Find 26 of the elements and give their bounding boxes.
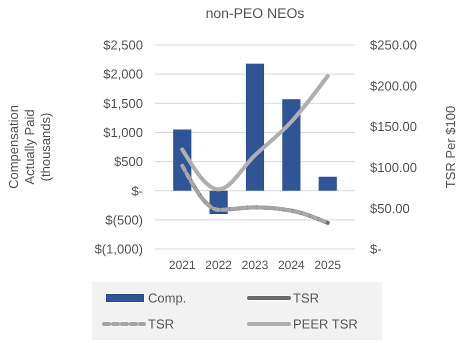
y-tick-label: $500 [114,154,143,170]
y2-axis-title: TSR Per $100 [443,106,458,188]
y2-tick-label: $- [370,242,382,257]
legend-label: TSR [293,290,319,306]
y2-tick-label: $200.00 [370,78,417,94]
legend-label: Comp. [148,290,186,306]
y2-tick-label: $50.00 [370,200,410,216]
legend-label: PEER TSR [293,316,358,332]
chart-title: non-PEO NEOs [206,5,304,21]
y-tick-label: $(500) [105,212,143,228]
y2-tick-label: $250.00 [370,38,417,53]
x-tick-label: 2022 [205,258,232,272]
x-tick-label: 2023 [242,258,269,272]
x-tick-label: 2025 [314,258,342,272]
y-tick-label: $(1,000) [94,242,143,257]
y-tick-label: $- [131,183,143,198]
x-tick-label: 2024 [278,258,306,272]
y-tick-label: $1,000 [103,124,143,140]
y2-tick-label: $100.00 [370,160,417,175]
y-tick-label: $1,500 [103,96,143,111]
y-tick-label: $2,500 [103,38,143,53]
x-tick-label: 2021 [168,258,196,272]
legend-label: TSR [148,316,174,332]
y-axis-title: Compensation Actually Paid (thousands) [6,105,53,189]
y-tick-label: $2,000 [103,66,143,82]
y2-tick-label: $150.00 [370,119,417,134]
